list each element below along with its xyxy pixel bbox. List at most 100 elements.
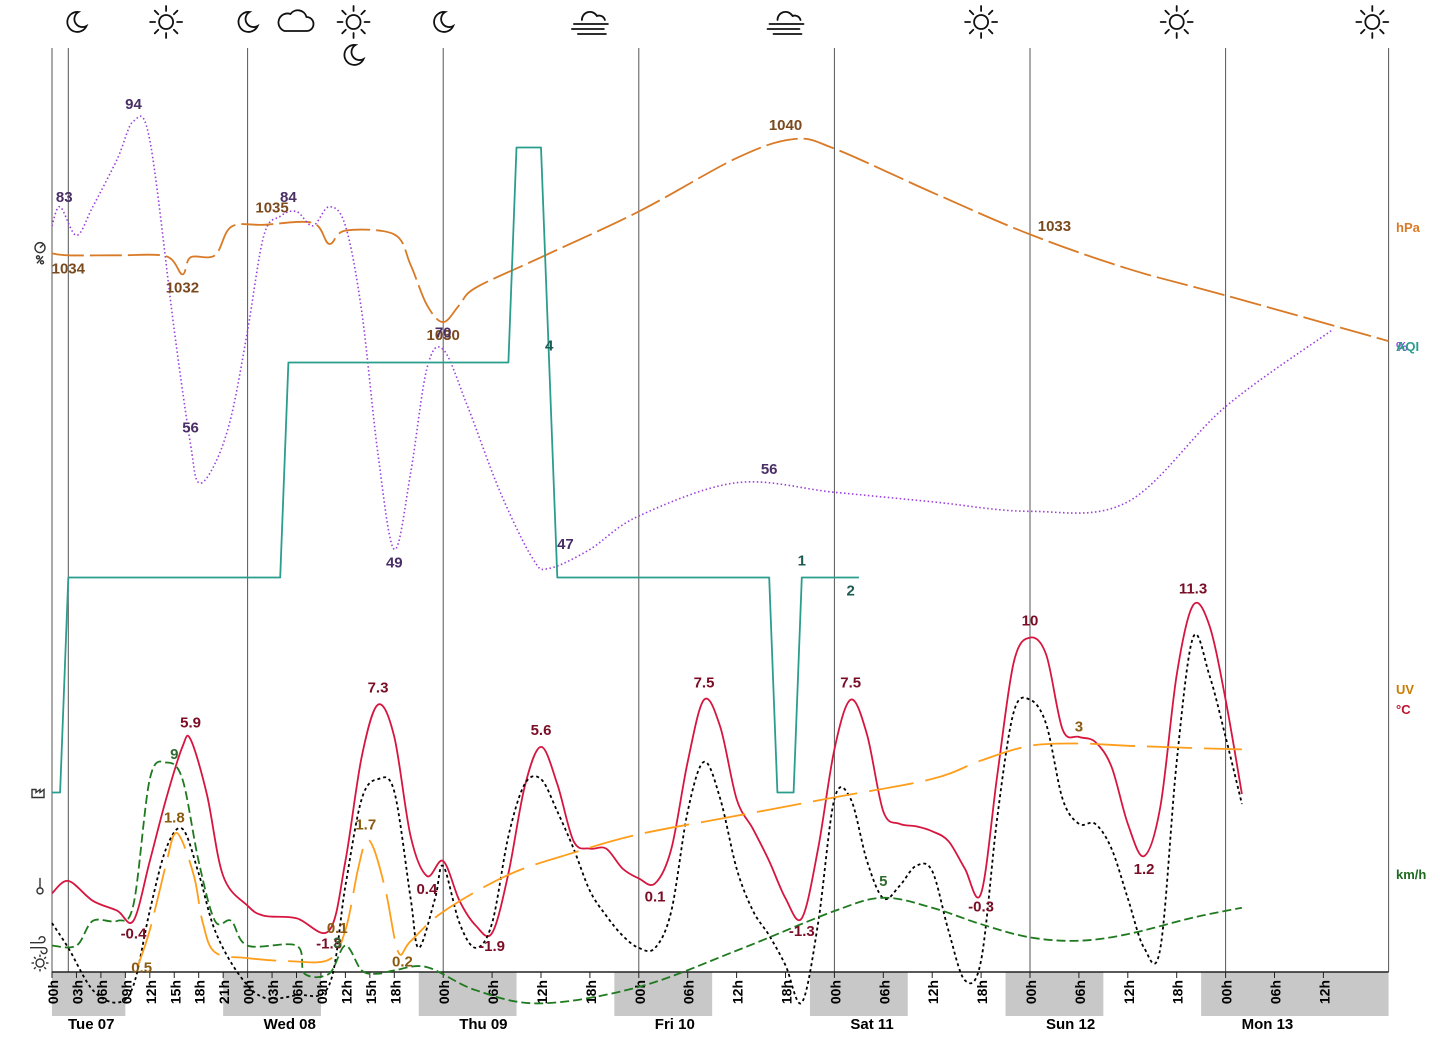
x-tick-label: 12h <box>143 980 159 1004</box>
x-tick-label: 18h <box>974 980 990 1004</box>
data-label: 0.5 <box>131 960 152 977</box>
series-aqi <box>52 146 859 794</box>
x-tick-label: 18h <box>779 980 795 1004</box>
x-tick-label: 06h <box>681 980 697 1004</box>
data-label: 49 <box>386 554 403 571</box>
day-label-2: Thu 09 <box>459 1016 507 1033</box>
moon-icon <box>237 11 260 33</box>
x-tick-label: 12h <box>534 980 550 1004</box>
data-label: 1 <box>798 553 806 570</box>
series-uv-index <box>136 742 1242 968</box>
x-tick-label: 03h <box>70 980 86 1004</box>
thermometer-icon <box>36 877 44 895</box>
data-label: 70 <box>435 325 452 342</box>
moon-icon <box>66 11 89 33</box>
data-label: -1.9 <box>479 938 505 955</box>
data-label: 1.2 <box>1134 861 1155 878</box>
data-label: -0.3 <box>968 898 994 915</box>
data-label: 5.6 <box>531 722 552 739</box>
x-tick-label: 12h <box>1316 980 1332 1004</box>
series-relative-humidity <box>51 115 1332 571</box>
x-tick-label: 15h <box>363 980 379 1004</box>
data-label: -1.8 <box>316 936 342 953</box>
data-label: 5.9 <box>180 714 201 731</box>
x-tick-label: 06h <box>94 980 110 1004</box>
data-label: 0.4 <box>416 881 438 898</box>
unit-label: UV <box>1396 682 1414 697</box>
x-tick-label: 09h <box>314 980 330 1004</box>
day-label-3: Fri 10 <box>655 1016 695 1033</box>
unit-label: °C <box>1396 702 1411 717</box>
night-band-6 <box>1201 972 1389 1016</box>
x-tick-label: 00h <box>436 980 452 1004</box>
unit-label: km/h <box>1396 867 1426 882</box>
data-label: 56 <box>761 461 778 478</box>
data-label: 1030 <box>427 327 460 344</box>
x-tick-label: 18h <box>192 980 208 1004</box>
data-label: 94 <box>125 96 142 113</box>
data-label: 1035 <box>255 200 288 217</box>
x-tick-label: 12h <box>730 980 746 1004</box>
x-tick-label: 12h <box>1121 980 1137 1004</box>
x-tick-label: 00h <box>45 980 61 1004</box>
fog-icon <box>571 10 609 35</box>
series-wind-speed <box>51 760 1243 1005</box>
data-label: 3 <box>333 935 341 952</box>
day-label-6: Mon 13 <box>1242 1016 1294 1033</box>
sun-icon <box>1355 5 1390 39</box>
data-label: 3 <box>1075 719 1083 736</box>
data-label: -0.4 <box>121 926 148 943</box>
data-label: 0.1 <box>327 920 348 937</box>
data-label: 10 <box>1022 613 1039 630</box>
moon-icon <box>343 44 366 66</box>
x-tick-label: 15h <box>167 980 183 1004</box>
x-tick-label: 21h <box>216 980 232 1004</box>
x-tick-label: 00h <box>827 980 843 1004</box>
data-label: 0.2 <box>392 954 413 971</box>
night-band-5 <box>1005 972 1104 1016</box>
x-tick-label: 06h <box>290 980 306 1004</box>
sun-icon <box>964 5 998 39</box>
unit-label: % <box>1396 339 1408 354</box>
data-label: 7.5 <box>840 675 861 692</box>
sun-icon <box>1159 5 1194 39</box>
x-tick-label: 18h <box>1170 980 1186 1004</box>
data-label: 1040 <box>769 117 802 134</box>
series-temperature <box>51 601 1243 938</box>
fog-icon <box>766 10 805 35</box>
unit-label: hPa <box>1396 220 1421 235</box>
x-tick-label: 06h <box>1268 980 1284 1004</box>
day-label-0: Tue 07 <box>68 1016 114 1033</box>
data-label: 2 <box>847 583 855 600</box>
series-feels-like-temperature <box>51 633 1243 1005</box>
x-tick-label: 00h <box>632 980 648 1004</box>
night-band-4 <box>809 972 908 1016</box>
humidity-icon <box>35 255 45 265</box>
day-label-1: Wed 08 <box>264 1016 316 1033</box>
sun-icon <box>336 5 371 39</box>
x-tick-label: 03h <box>265 980 281 1004</box>
uv-sun-icon <box>31 954 49 972</box>
series-pressure <box>51 137 1389 342</box>
x-tick-label: 12h <box>925 980 941 1004</box>
x-tick-label: 06h <box>876 980 892 1004</box>
x-tick-label: 06h <box>485 980 501 1004</box>
data-label: 5 <box>879 873 887 890</box>
x-tick-label: 09h <box>118 980 134 1004</box>
x-tick-label: 18h <box>583 980 599 1004</box>
cloud-icon <box>277 9 315 32</box>
x-tick-label: 00h <box>241 980 257 1004</box>
data-label: 1033 <box>1038 218 1071 235</box>
x-tick-label: 00h <box>1219 980 1235 1004</box>
x-tick-label: 12h <box>338 980 354 1004</box>
data-label: 47 <box>557 536 574 553</box>
data-label: 11.3 <box>1179 580 1207 597</box>
gauge-icon <box>34 241 46 254</box>
x-tick-label: 18h <box>387 980 403 1004</box>
unit-label: AQI <box>1396 339 1419 354</box>
factory-icon <box>31 788 45 799</box>
wind-icon <box>30 935 48 955</box>
x-tick-label: 00h <box>1023 980 1039 1004</box>
